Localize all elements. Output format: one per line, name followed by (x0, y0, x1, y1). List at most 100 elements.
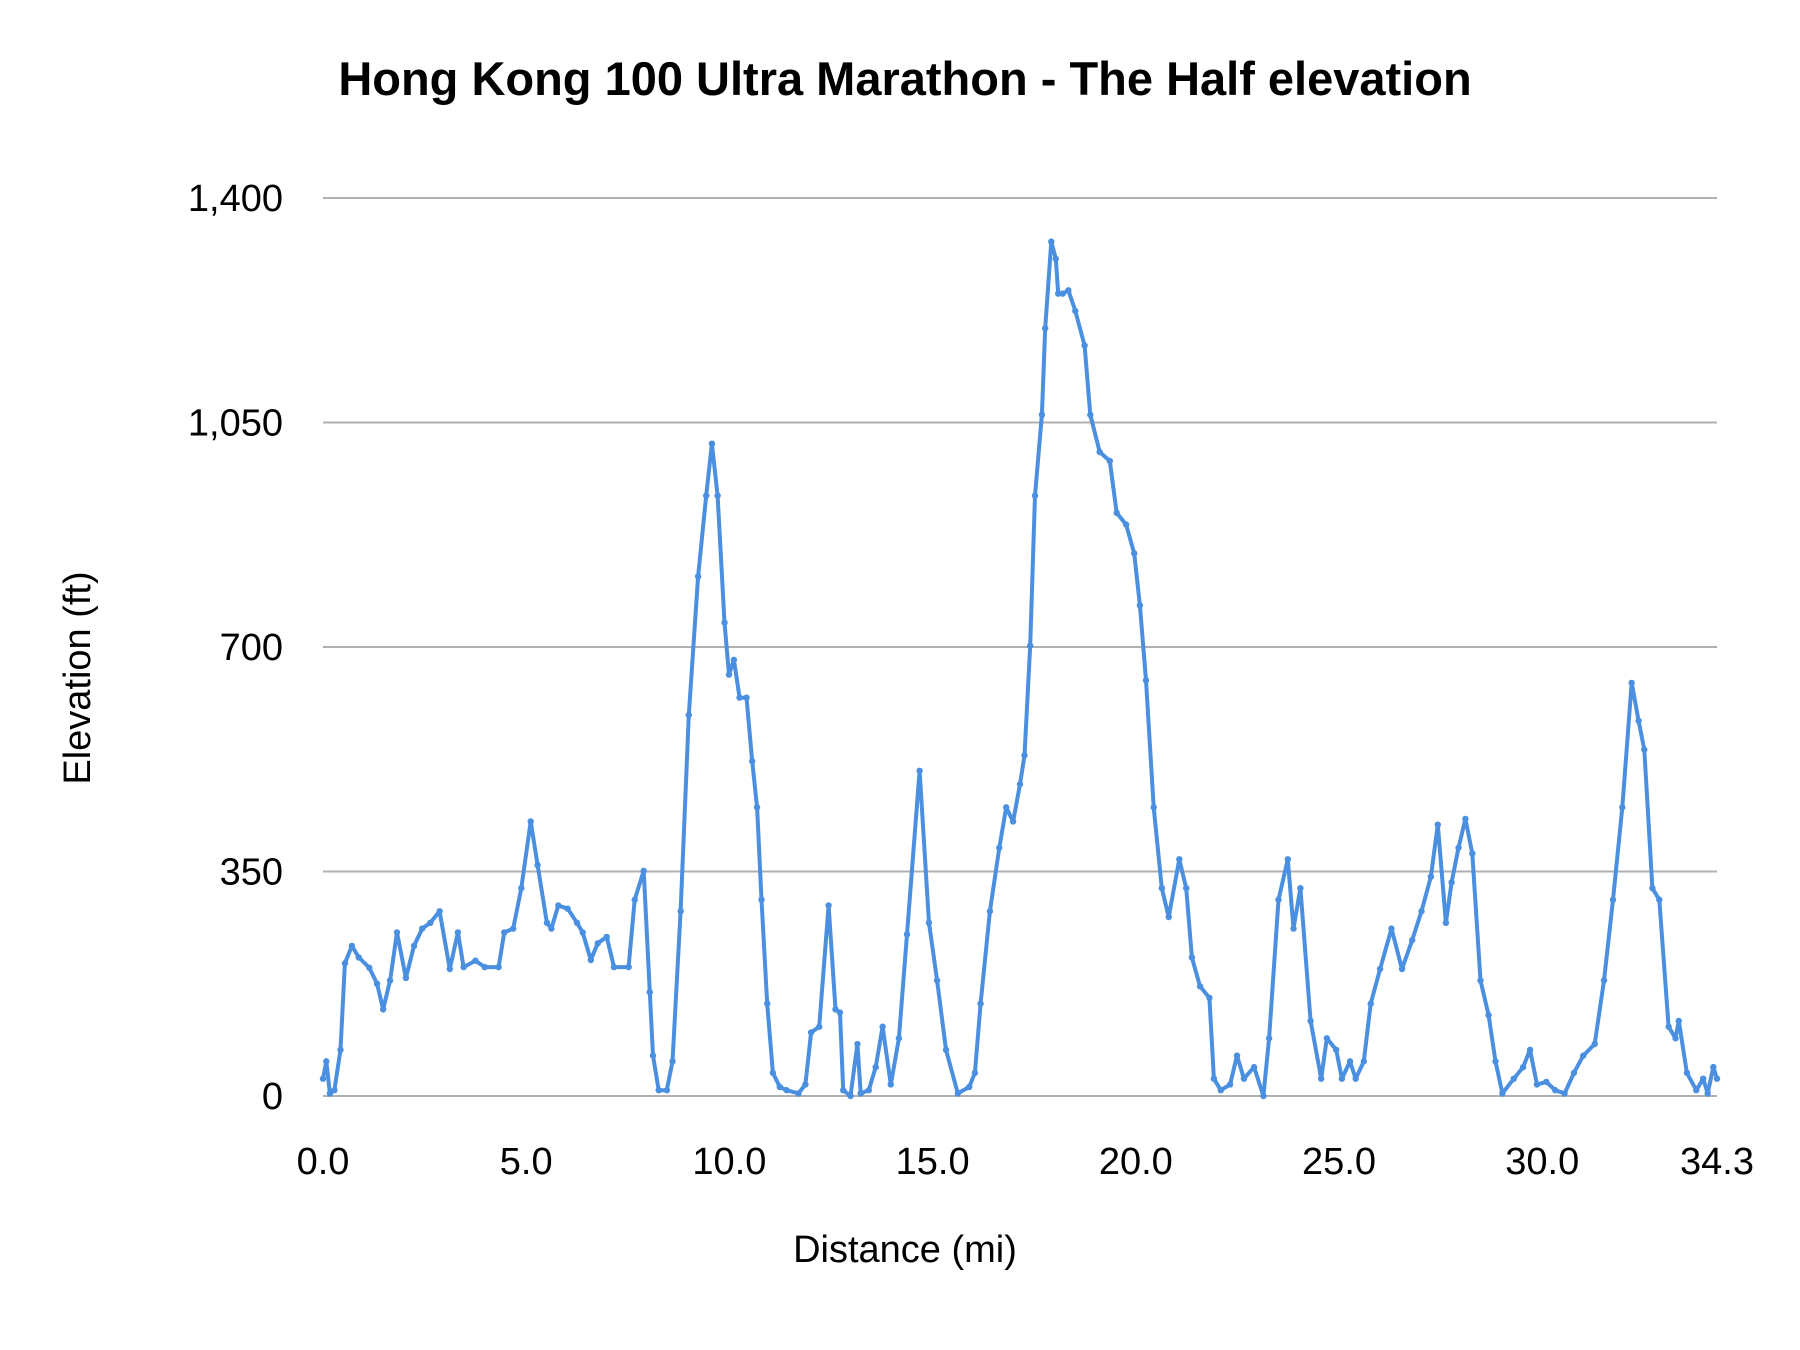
x-tick-label: 0.0 (297, 1141, 350, 1183)
data-point (472, 957, 479, 964)
data-point (1526, 1046, 1534, 1054)
data-point (393, 929, 401, 936)
data-point (857, 1090, 864, 1097)
data-point (895, 1035, 903, 1042)
x-tick-label: 10.0 (692, 1141, 766, 1183)
data-point (527, 818, 534, 825)
data-point (1713, 1075, 1721, 1082)
data-point (402, 974, 410, 982)
data-point (1388, 925, 1395, 932)
x-tick-label: 34.3 (1680, 1141, 1754, 1183)
data-point (1580, 1052, 1587, 1059)
data-point (1628, 679, 1635, 687)
data-point (1591, 1040, 1598, 1048)
data-point (954, 1090, 962, 1097)
data-point (933, 977, 941, 984)
data-point (1635, 717, 1642, 724)
data-point (366, 964, 373, 971)
data-point (1150, 804, 1157, 811)
data-point (454, 929, 462, 936)
data-point (677, 908, 684, 915)
data-point (1226, 1081, 1234, 1088)
data-point (1499, 1090, 1506, 1097)
data-point (1009, 818, 1017, 825)
data-point (481, 963, 488, 971)
data-point (319, 1075, 327, 1082)
data-point (1477, 977, 1484, 984)
data-point (331, 1087, 338, 1094)
data-point (1038, 411, 1046, 419)
data-point (418, 925, 426, 932)
data-point (1048, 238, 1055, 245)
data-point (1206, 994, 1213, 1002)
data-point (1619, 804, 1626, 811)
data-point (649, 1052, 657, 1059)
data-point (1275, 896, 1282, 903)
data-point (743, 694, 750, 701)
data-point (847, 1092, 854, 1100)
data-point (685, 711, 692, 719)
data-point (655, 1087, 662, 1094)
data-point (1519, 1063, 1527, 1071)
data-point (764, 1000, 771, 1007)
data-point (1250, 1063, 1258, 1071)
data-point (721, 619, 728, 626)
y-axis-ticks: 0 350 700 1,050 1,400 (188, 178, 283, 1118)
data-point (1510, 1075, 1517, 1082)
data-point (564, 905, 571, 912)
data-point (646, 988, 653, 996)
data-point (942, 1046, 950, 1054)
data-point (1665, 1023, 1672, 1030)
data-point (887, 1081, 894, 1088)
data-point (436, 908, 443, 915)
data-point (1338, 1075, 1346, 1082)
data-point (1408, 936, 1416, 944)
data-point (410, 942, 418, 950)
data-point (1136, 602, 1144, 609)
data-point (736, 694, 743, 701)
x-tick-label: 20.0 (1099, 1141, 1173, 1183)
data-point (1188, 954, 1196, 961)
data-point (1317, 1075, 1325, 1082)
data-point (1052, 255, 1059, 263)
data-point (1131, 550, 1138, 557)
data-point (854, 1040, 861, 1048)
data-point (1649, 884, 1656, 892)
data-point (1158, 884, 1166, 892)
data-point (1600, 977, 1608, 984)
data-point (323, 1058, 330, 1065)
data-point (460, 963, 467, 971)
data-point (1485, 1011, 1492, 1019)
data-point (631, 896, 638, 903)
data-point (1122, 521, 1130, 528)
data-point (326, 1090, 334, 1097)
data-point (977, 1000, 984, 1007)
data-point (1307, 1017, 1314, 1025)
gridlines (323, 197, 1717, 1097)
data-point (1462, 815, 1469, 823)
x-tick-label: 15.0 (896, 1141, 970, 1183)
data-point (965, 1083, 973, 1091)
data-point (1031, 492, 1039, 499)
data-point (510, 925, 517, 932)
data-point (1561, 1090, 1568, 1097)
y-tick-label: 1,050 (188, 403, 283, 445)
chart-title: Hong Kong 100 Ultra Marathon - The Half … (338, 52, 1471, 105)
data-point (816, 1023, 823, 1030)
data-point (1297, 884, 1304, 892)
data-point (748, 757, 756, 765)
data-point (1609, 896, 1617, 903)
data-point (1087, 411, 1094, 419)
data-point (825, 902, 832, 909)
data-point (1002, 804, 1010, 811)
data-point (1469, 850, 1476, 857)
x-axis-label: Distance (mi) (793, 1229, 1017, 1271)
y-tick-label: 350 (220, 852, 283, 894)
data-point (1210, 1075, 1218, 1082)
series-elevation (319, 238, 1721, 1100)
data-point (703, 492, 710, 499)
data-point (1217, 1087, 1224, 1094)
data-point (903, 931, 911, 938)
data-point (1352, 1075, 1359, 1082)
data-point (1260, 1092, 1267, 1100)
